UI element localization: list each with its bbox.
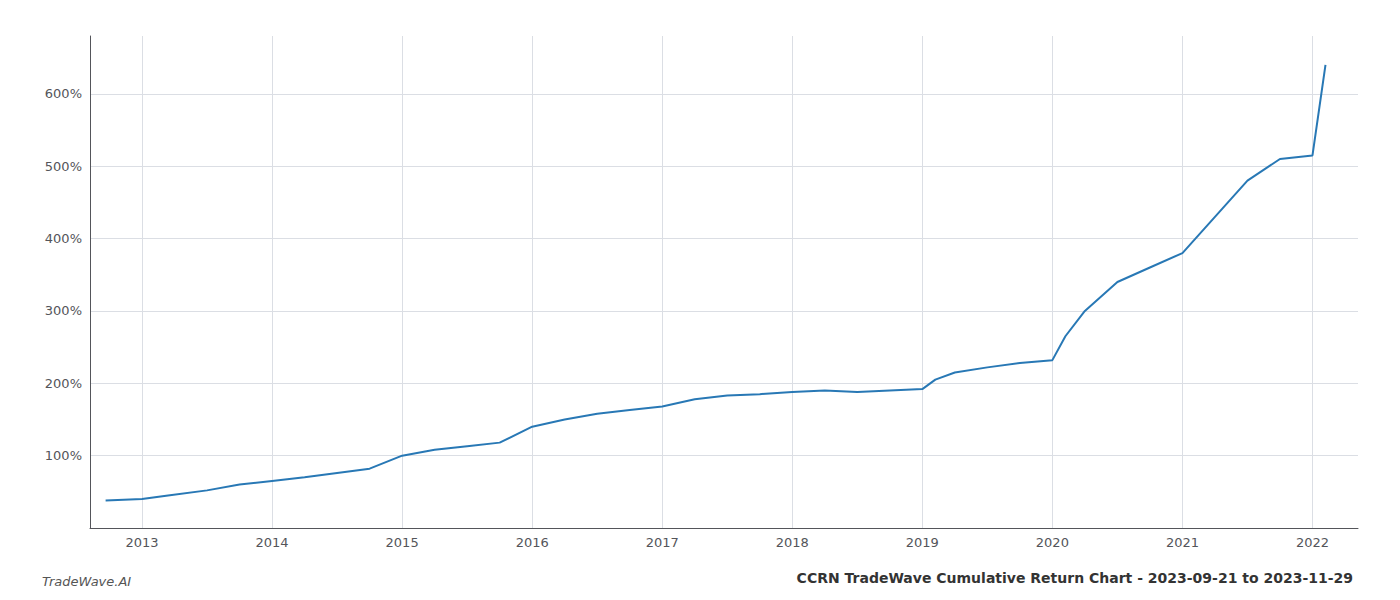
svg-text:500%: 500%	[45, 159, 82, 174]
svg-text:2014: 2014	[256, 535, 289, 550]
svg-text:100%: 100%	[45, 448, 82, 463]
svg-text:2018: 2018	[776, 535, 809, 550]
svg-text:400%: 400%	[45, 231, 82, 246]
svg-text:2022: 2022	[1296, 535, 1329, 550]
svg-text:CCRN TradeWave Cumulative Retu: CCRN TradeWave Cumulative Return Chart -…	[797, 570, 1353, 586]
svg-text:2020: 2020	[1036, 535, 1069, 550]
svg-text:2017: 2017	[646, 535, 679, 550]
svg-text:200%: 200%	[45, 376, 82, 391]
svg-text:2013: 2013	[125, 535, 158, 550]
svg-text:300%: 300%	[45, 303, 82, 318]
svg-text:TradeWave.AI: TradeWave.AI	[42, 574, 131, 589]
svg-text:2016: 2016	[516, 535, 549, 550]
svg-text:2021: 2021	[1166, 535, 1199, 550]
svg-text:600%: 600%	[45, 86, 82, 101]
svg-text:2015: 2015	[386, 535, 419, 550]
svg-text:2019: 2019	[906, 535, 939, 550]
